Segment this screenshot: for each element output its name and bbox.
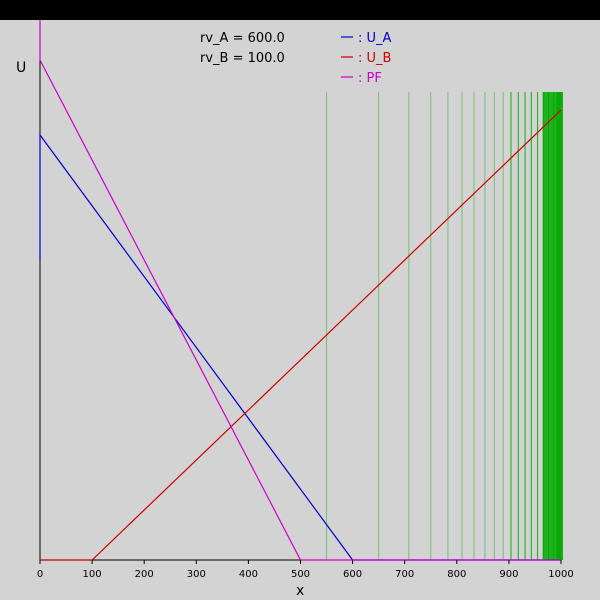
x-tick-label-700: 700 xyxy=(395,569,414,580)
series-u-b-line xyxy=(40,109,562,561)
x-tick-label-200: 200 xyxy=(135,569,154,580)
legend-label-pf: : PF xyxy=(358,71,382,86)
x-tick-label-0: 0 xyxy=(37,569,43,580)
x-tick-label-900: 900 xyxy=(499,569,518,580)
info-line-rv-b: rv_B = 100.0 xyxy=(200,51,285,66)
y-axis-title: U xyxy=(16,60,26,76)
series-u-a-line xyxy=(39,133,561,561)
x-tick-label-600: 600 xyxy=(343,569,362,580)
x-tick-label-100: 100 xyxy=(83,569,102,580)
top-bar xyxy=(0,0,600,20)
series-pf-line xyxy=(39,20,561,561)
x-tick-label-400: 400 xyxy=(239,569,258,580)
green-lines-group xyxy=(326,92,563,560)
x-tick-label-800: 800 xyxy=(447,569,466,580)
legend: : U_A : U_B : PF xyxy=(341,31,392,86)
series-lines-group xyxy=(39,20,562,561)
x-tick-label-1000: 1000 xyxy=(548,569,573,580)
legend-label-u-a: : U_A xyxy=(358,31,392,46)
x-tick-label-300: 300 xyxy=(187,569,206,580)
x-tick-label-500: 500 xyxy=(291,569,310,580)
info-line-rv-a: rv_A = 600.0 xyxy=(200,31,285,46)
x-ticks-group: 0 100 200 300 400 500 600 700 800 900 1000 xyxy=(37,560,574,580)
x-axis-title: x xyxy=(296,583,304,599)
green-line-dense-band xyxy=(542,92,561,560)
legend-label-u-b: : U_B xyxy=(358,51,391,66)
